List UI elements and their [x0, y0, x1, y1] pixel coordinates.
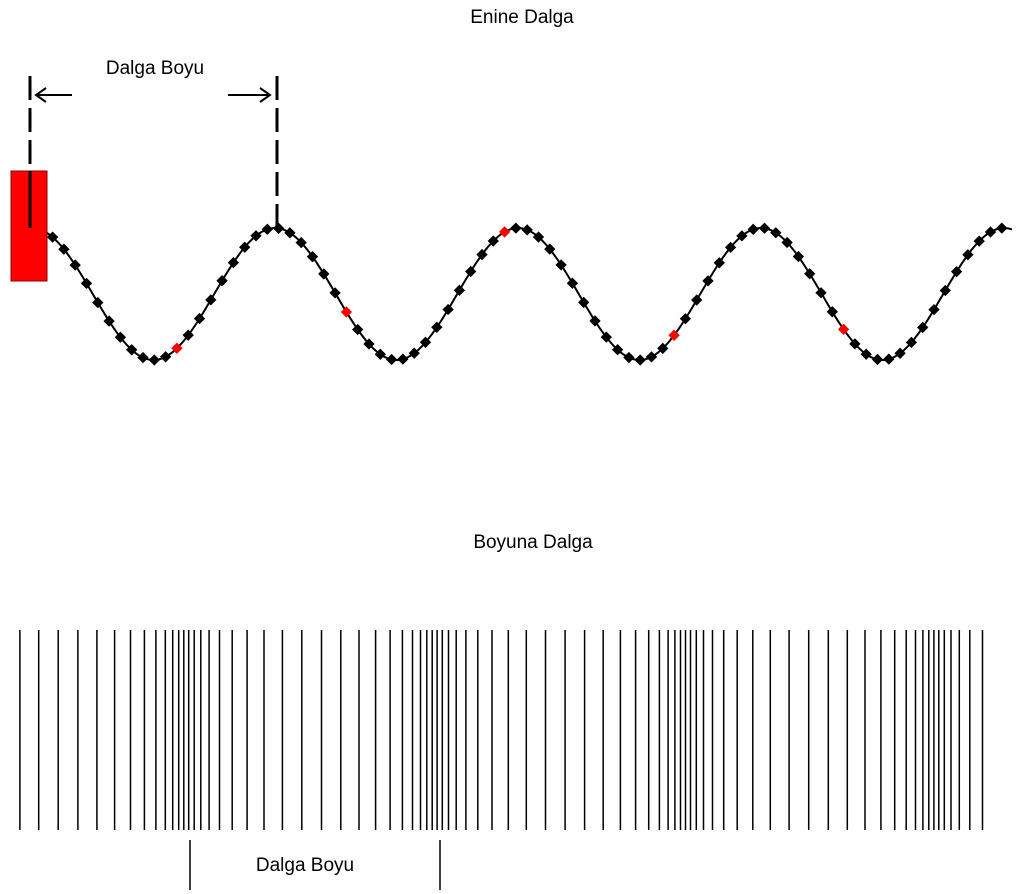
red-particle	[340, 306, 353, 318]
particle	[205, 294, 217, 306]
particle	[442, 303, 454, 316]
particle	[532, 231, 545, 243]
particle	[397, 353, 409, 365]
particle	[939, 284, 951, 297]
particle	[781, 236, 793, 249]
transverse-wave	[24, 222, 1013, 366]
particle	[431, 321, 443, 333]
particle	[329, 287, 341, 299]
red-particle	[171, 342, 183, 354]
particle	[46, 231, 59, 243]
particle	[611, 344, 624, 356]
longitudinal-wavelength-label: Dalga Boyu	[256, 855, 354, 876]
wavelength-arrows	[34, 87, 272, 103]
transverse-title: Enine Dalga	[470, 7, 574, 28]
red-particle	[837, 323, 850, 335]
particle	[295, 236, 307, 249]
transverse-wavelength-label: Dalga Boyu	[106, 58, 204, 79]
particle	[476, 248, 488, 261]
particle	[544, 243, 556, 255]
particle	[883, 353, 895, 365]
red-particle	[668, 329, 680, 341]
particle	[713, 257, 725, 269]
particle	[487, 235, 499, 247]
particle	[996, 222, 1008, 234]
particle	[758, 222, 771, 234]
particle	[385, 353, 398, 366]
particle	[917, 321, 929, 334]
particle	[318, 268, 330, 280]
longitudinal-wave	[19, 630, 984, 830]
particle	[182, 329, 194, 341]
particle	[272, 222, 285, 234]
particle	[159, 351, 172, 363]
particle	[306, 251, 319, 263]
red-particle	[498, 226, 511, 238]
particle	[623, 351, 635, 364]
particle	[363, 338, 375, 350]
particle	[826, 306, 838, 318]
particle	[193, 312, 206, 325]
particle	[905, 336, 918, 349]
particle	[465, 265, 477, 278]
particle	[374, 348, 386, 360]
particle	[973, 235, 985, 247]
particle	[589, 315, 601, 327]
particle	[227, 256, 240, 269]
particle	[261, 223, 273, 235]
particle	[657, 342, 669, 355]
particle	[679, 313, 692, 325]
particle	[747, 223, 759, 235]
particle	[250, 230, 262, 242]
particle	[600, 331, 612, 343]
particle	[849, 338, 861, 350]
particle	[521, 224, 533, 236]
particle	[691, 294, 703, 306]
particle	[894, 347, 906, 359]
particle	[804, 268, 816, 280]
particle	[284, 227, 296, 239]
particle	[453, 284, 466, 296]
particle	[148, 354, 160, 366]
particle	[645, 351, 658, 363]
particle	[566, 277, 579, 289]
particle	[815, 287, 827, 299]
particle	[702, 275, 714, 287]
particle	[137, 351, 149, 364]
particle	[984, 226, 997, 238]
particle	[216, 275, 228, 287]
particle	[555, 259, 567, 271]
particle	[928, 303, 940, 316]
longitudinal-title: Boyuna Dalga	[473, 532, 593, 553]
particle	[419, 336, 432, 348]
particle	[724, 241, 737, 254]
particle	[871, 353, 884, 366]
particle	[634, 354, 646, 366]
particle	[239, 241, 251, 253]
particle	[950, 266, 963, 278]
particle	[736, 230, 748, 242]
particle	[860, 348, 872, 360]
particle	[408, 347, 420, 359]
particle	[770, 227, 782, 239]
particle	[352, 323, 364, 336]
particle	[578, 296, 590, 309]
particle	[962, 249, 974, 261]
